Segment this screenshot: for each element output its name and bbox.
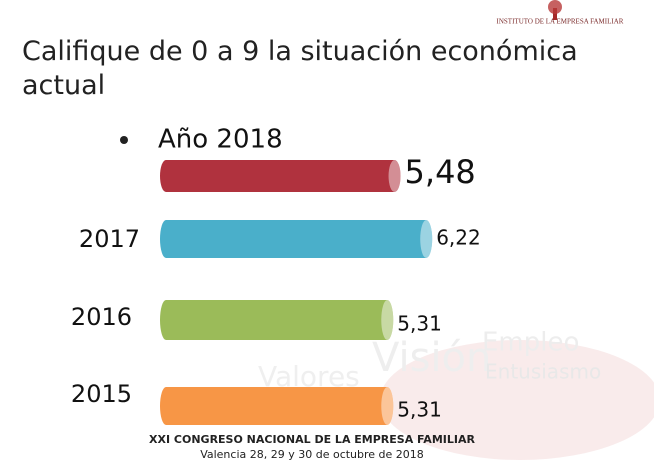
value-label: 5,31 [397,312,442,336]
category-label: 2015 [71,380,132,408]
bg-word: Entusiasmo [485,360,601,384]
bg-word: Empleo [482,328,579,358]
bullet [120,136,128,144]
bar-body [160,220,433,258]
bar-cap [381,300,394,340]
bar-body [160,160,401,192]
value-label: 6,22 [436,226,481,250]
bar-cap [420,220,433,258]
bar [160,300,394,340]
chart-title: Califique de 0 a 9 la situación económic… [22,36,578,101]
category-label: 2017 [79,225,140,253]
bar-cap [381,387,394,425]
value-label: 5,31 [397,398,442,422]
bar-cap [388,160,401,192]
bar [160,220,433,258]
bar [160,387,394,425]
category-label: 2016 [71,303,132,331]
value-label: 5,48 [405,153,476,191]
bar [160,160,401,192]
title-box: Califique de 0 a 9 la situación económic… [22,36,578,101]
logo-mark [548,0,562,20]
bar-body [160,300,394,340]
logo-text: INSTITUTO DE LA EMPRESA FAMILIAR [497,18,624,26]
bg-word: Visión [372,335,491,381]
category-label: Año 2018 [158,125,283,155]
footer-line: XXI CONGRESO NACIONAL DE LA EMPRESA FAMI… [149,433,475,446]
bar-body [160,387,394,425]
footer-line: Valencia 28, 29 y 30 de octubre de 2018 [200,448,424,461]
decor [380,340,654,460]
